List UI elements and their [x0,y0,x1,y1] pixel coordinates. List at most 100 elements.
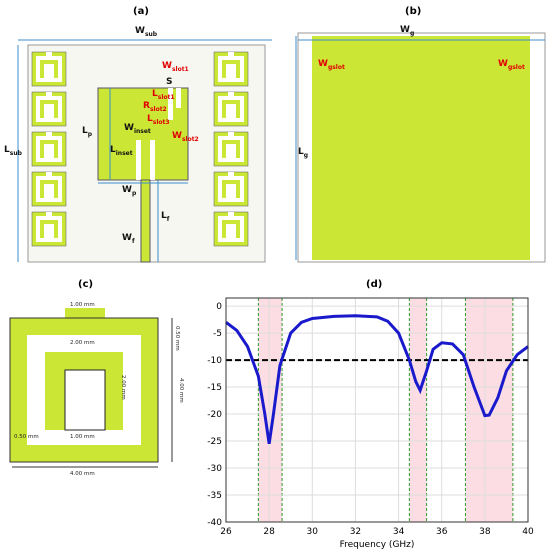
dim-sub: g [304,152,308,159]
x-tick-label: 32 [350,527,361,537]
dim-sub: p [88,131,93,138]
dim-main: R [143,101,150,111]
srr-gap [228,132,234,136]
dim-main: W [122,233,132,243]
chart: 26 28 30 32 34 36 38 40 0 -5 -10 -15 -20 -25 -30 -35 -40… [207,297,534,550]
dim-label: 2.00 mm [120,375,126,400]
shaded-range [258,298,283,522]
ground-outline [297,32,546,263]
dim-label: 0.50 mm [174,326,180,351]
x-tick-label: 38 [479,527,491,537]
panel-label: (a) [133,6,149,17]
srr-gap [226,224,236,238]
srr-gap [226,144,236,158]
srr-gap [44,64,54,78]
dim-sub: p [132,190,137,197]
srr-center [64,369,106,431]
shaded-range [465,298,513,522]
dim-label: 1.00 mm [70,434,95,440]
dim-sub: inset [116,150,133,157]
srr-gap [46,172,52,176]
dim-sub: slot1 [158,94,175,101]
x-axis-label: Frequency (GHz) [340,540,415,550]
dim-sub: slot2 [150,106,167,113]
dim-main: L [161,211,167,221]
dim-label: Lf [161,211,170,223]
dim-main: W [172,131,182,141]
dim-label: Lg [298,147,308,159]
dim-label: 4.00 mm [178,378,184,403]
srr-gap [228,172,234,176]
panel-label: (b) [405,6,421,17]
inset-slot [136,140,141,180]
srr-outline [9,317,159,463]
dim-label: Wgslot [498,59,525,71]
line [225,314,529,444]
dim-main: L [298,147,304,157]
dim-main: L [110,145,116,155]
srr-gap [46,52,52,56]
dim-label: Lp [82,126,93,138]
feed-line [140,179,151,263]
dim-main: W [162,61,172,71]
y-tick-label: -30 [207,464,222,474]
srr-gap [44,104,54,118]
x-tick-label: 36 [436,527,448,537]
x-tick-label: 30 [307,527,319,537]
dim-main: W [122,185,132,195]
srr-gap [44,224,54,238]
panel-label: (d) [366,279,382,290]
y-tick-label: -5 [213,329,222,339]
ground-plane [312,36,530,260]
dim-main: L [82,126,88,136]
y-tick-label: -25 [207,437,222,447]
dim-sub: slot3 [153,119,170,126]
dim-label: Wslot1 [162,61,189,73]
srr-tab [65,308,105,320]
inset-slot [150,140,155,180]
dim-sub: gslot [508,64,525,71]
dim-sub: g [410,30,414,37]
srr-gap [44,184,54,198]
dim-sub: f [167,216,170,223]
srr-gap [228,212,234,216]
x-tick-label: 28 [263,527,275,537]
dim-main: W [124,123,134,133]
dim-main: S [166,77,172,87]
dim-sub: f [132,238,135,245]
srr-gap [46,132,52,136]
dim-main: L [4,145,10,155]
dim-label: Winset [124,123,151,135]
y-tick-label: -35 [207,491,222,501]
dim-sub: sub [145,31,158,38]
dim-label: Wsub [135,26,158,38]
panel-label: (c) [78,279,93,290]
y-tick-label: -20 [207,410,222,420]
dim-label: Wp [122,185,137,197]
x-tick-label: 26 [220,527,232,537]
dim-main: L [152,89,158,99]
y-tick-label: -40 [207,518,222,528]
dim-sub: slot1 [172,66,189,73]
y-tick-label: 0 [216,302,222,312]
slot [176,88,181,108]
srr-gap [226,184,236,198]
slot [168,88,173,120]
plot-frame [225,297,529,523]
dim-label: Wslot2 [172,131,199,143]
srr-gap [228,52,234,56]
x-tick-label: 40 [522,527,534,537]
dim-label: Wf [122,233,135,245]
dim-label: Wgslot [318,59,345,71]
dim-label: Lslot3 [147,114,170,126]
resonators [31,51,249,247]
x-tick-label: 34 [393,527,405,537]
dim-label: Wg [400,25,414,37]
srr-gap [44,144,54,158]
dim-sub: slot2 [182,136,199,143]
dim-main: W [498,59,508,69]
dim-sub: sub [10,150,23,157]
dim-sub: gslot [328,64,345,71]
srr-gap [46,212,52,216]
